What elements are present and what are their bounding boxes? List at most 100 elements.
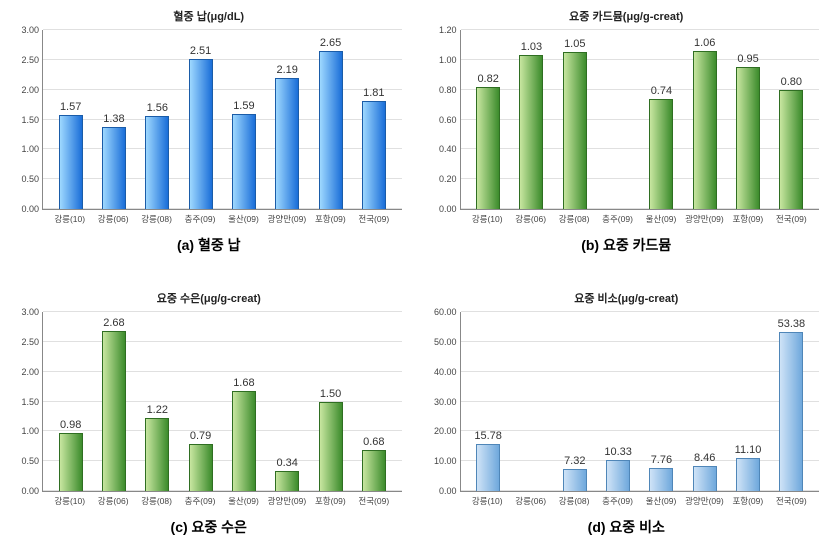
bar (779, 332, 803, 491)
bar-wrap: 2.68 (92, 312, 135, 491)
x-label: 강릉(10) (466, 213, 509, 225)
bar (102, 331, 126, 491)
value-label: 0.95 (737, 53, 758, 65)
ytick-label: 10.00 (434, 456, 461, 466)
x-label: 강릉(08) (552, 213, 595, 225)
x-label: 광양만(09) (683, 213, 726, 225)
value-label: 1.68 (233, 377, 254, 389)
value-label: 0.80 (781, 76, 802, 88)
bar (145, 116, 169, 209)
panel-caption: (b) 요중 카드뮴 (581, 235, 671, 255)
value-label: 2.19 (277, 64, 298, 76)
bar-wrap: 1.05 (553, 30, 596, 209)
bar-wrap: 1.59 (222, 30, 265, 209)
ytick-label: 20.00 (434, 426, 461, 436)
ytick-label: 0.20 (439, 174, 461, 184)
x-label: 강릉(08) (135, 213, 178, 225)
ytick-label: 2.00 (21, 367, 43, 377)
bar (693, 466, 717, 491)
value-label: 1.05 (564, 38, 585, 50)
bar-wrap: 2.19 (266, 30, 309, 209)
ytick-label: 1.00 (439, 55, 461, 65)
value-label: 2.51 (190, 45, 211, 57)
bar (563, 469, 587, 491)
x-label: 충주(09) (596, 213, 639, 225)
bar-wrap (510, 312, 553, 491)
panel-caption: (a) 혈중 납 (177, 235, 241, 255)
ytick-label: 1.50 (21, 397, 43, 407)
value-label: 0.68 (363, 436, 384, 448)
ytick-label: 1.50 (21, 115, 43, 125)
ytick-label: 2.50 (21, 55, 43, 65)
bar (563, 52, 587, 209)
x-label: 강릉(10) (466, 495, 509, 507)
x-label: 포항(09) (726, 213, 769, 225)
bar (649, 468, 673, 491)
bar-wrap: 1.38 (92, 30, 135, 209)
bar (232, 114, 256, 209)
bar-wrap: 0.68 (352, 312, 395, 491)
ytick-label: 0.50 (21, 174, 43, 184)
x-labels: 강릉(10)강릉(06)강릉(08)충주(09)울산(09)광양만(09)포항(… (42, 492, 402, 507)
chart-outer: 0.000.501.001.502.002.503.000.982.681.22… (10, 312, 408, 507)
ytick-label: 3.00 (21, 25, 43, 35)
bar-wrap: 0.80 (770, 30, 813, 209)
bar (189, 444, 213, 491)
value-label: 1.59 (233, 100, 254, 112)
x-label: 강릉(06) (509, 495, 552, 507)
bar-wrap: 53.38 (770, 312, 813, 491)
ytick-label: 0.80 (439, 85, 461, 95)
x-labels: 강릉(10)강릉(06)강릉(08)충주(09)울산(09)광양만(09)포항(… (460, 492, 820, 507)
x-label: 강릉(10) (48, 213, 91, 225)
bars-container: 1.571.381.562.511.592.192.651.81 (43, 30, 402, 209)
ytick-label: 1.00 (21, 144, 43, 154)
bars-container: 0.982.681.220.791.680.341.500.68 (43, 312, 402, 491)
panel-c: 요중 수은(μg/g-creat)0.000.501.001.502.002.5… (10, 290, 408, 552)
chart-grid: 혈중 납(μg/dL) 0.00 0.50 1.00 1.50 2.00 2.50 3.00 1… (10, 8, 825, 552)
bar (362, 101, 386, 209)
bar-wrap (596, 30, 639, 209)
bar-wrap: 1.56 (136, 30, 179, 209)
value-label: 0.79 (190, 430, 211, 442)
value-label: 7.76 (651, 454, 672, 466)
x-label: 강릉(10) (48, 495, 91, 507)
bar-wrap: 1.06 (683, 30, 726, 209)
bar (59, 433, 83, 491)
ytick-label: 0.00 (439, 486, 461, 496)
ytick-label: 2.50 (21, 337, 43, 347)
value-label: 1.56 (147, 102, 168, 114)
bar (145, 418, 169, 491)
ytick-label: 0.00 (21, 486, 43, 496)
value-label: 0.74 (651, 85, 672, 97)
ytick-label: 0.00 (439, 204, 461, 214)
x-label: 울산(09) (222, 213, 265, 225)
bar-wrap: 1.50 (309, 312, 352, 491)
bar-wrap: 2.65 (309, 30, 352, 209)
panel-b: 요중 카드뮴(μg/g-creat)0.000.200.400.600.801.… (428, 8, 826, 270)
ytick-label: 1.20 (439, 25, 461, 35)
bar (362, 450, 386, 491)
value-label: 1.50 (320, 388, 341, 400)
chart-title: 요중 카드뮴(μg/g-creat) (569, 8, 683, 24)
x-label: 충주(09) (596, 495, 639, 507)
bar-wrap: 2.51 (179, 30, 222, 209)
ytick-label: 0.40 (439, 144, 461, 154)
value-label: 1.81 (363, 87, 384, 99)
value-label: 1.38 (103, 113, 124, 125)
value-label: 1.22 (147, 404, 168, 416)
panel-caption: (d) 요중 비소 (588, 517, 665, 537)
x-label: 울산(09) (639, 213, 682, 225)
bar-wrap: 11.10 (726, 312, 769, 491)
chart-title: 혈중 납(μg/dL) (173, 8, 244, 24)
x-label: 강릉(06) (509, 213, 552, 225)
bar-wrap: 1.81 (352, 30, 395, 209)
bar (275, 78, 299, 209)
value-label: 11.10 (735, 444, 762, 456)
bar (102, 127, 126, 209)
bar-wrap: 0.82 (467, 30, 510, 209)
bar-wrap: 10.33 (596, 312, 639, 491)
bars-container: 0.821.031.050.741.060.950.80 (461, 30, 820, 209)
bar (606, 460, 630, 491)
bar (779, 90, 803, 209)
panel-a: 혈중 납(μg/dL)0.000.501.001.502.002.503.001… (10, 8, 408, 270)
